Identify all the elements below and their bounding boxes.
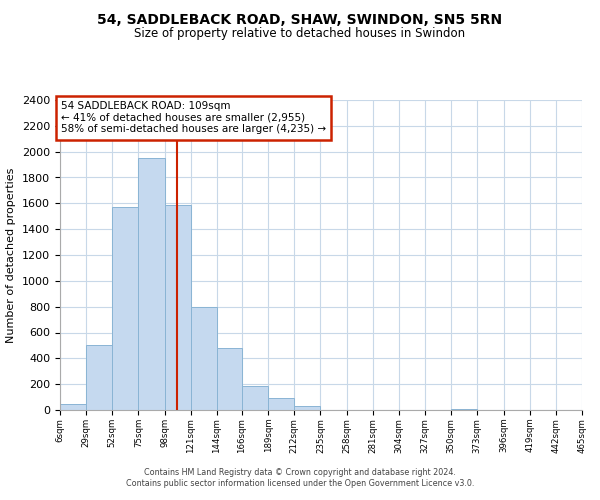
Bar xyxy=(86,346,112,410)
Bar xyxy=(60,404,86,410)
Text: 54, SADDLEBACK ROAD, SHAW, SWINDON, SN5 5RN: 54, SADDLEBACK ROAD, SHAW, SWINDON, SN5 … xyxy=(97,12,503,26)
Bar xyxy=(139,158,164,410)
Text: Contains HM Land Registry data © Crown copyright and database right 2024.
Contai: Contains HM Land Registry data © Crown c… xyxy=(126,468,474,487)
Bar xyxy=(294,406,320,410)
Text: Size of property relative to detached houses in Swindon: Size of property relative to detached ho… xyxy=(134,28,466,40)
Y-axis label: Number of detached properties: Number of detached properties xyxy=(7,168,16,342)
Text: 54 SADDLEBACK ROAD: 109sqm
← 41% of detached houses are smaller (2,955)
58% of s: 54 SADDLEBACK ROAD: 109sqm ← 41% of deta… xyxy=(61,102,326,134)
Bar xyxy=(217,348,242,410)
Bar xyxy=(112,206,139,410)
Bar xyxy=(191,306,217,410)
Bar xyxy=(451,408,478,410)
Bar xyxy=(242,386,268,410)
Bar xyxy=(268,398,294,410)
Bar xyxy=(164,204,191,410)
